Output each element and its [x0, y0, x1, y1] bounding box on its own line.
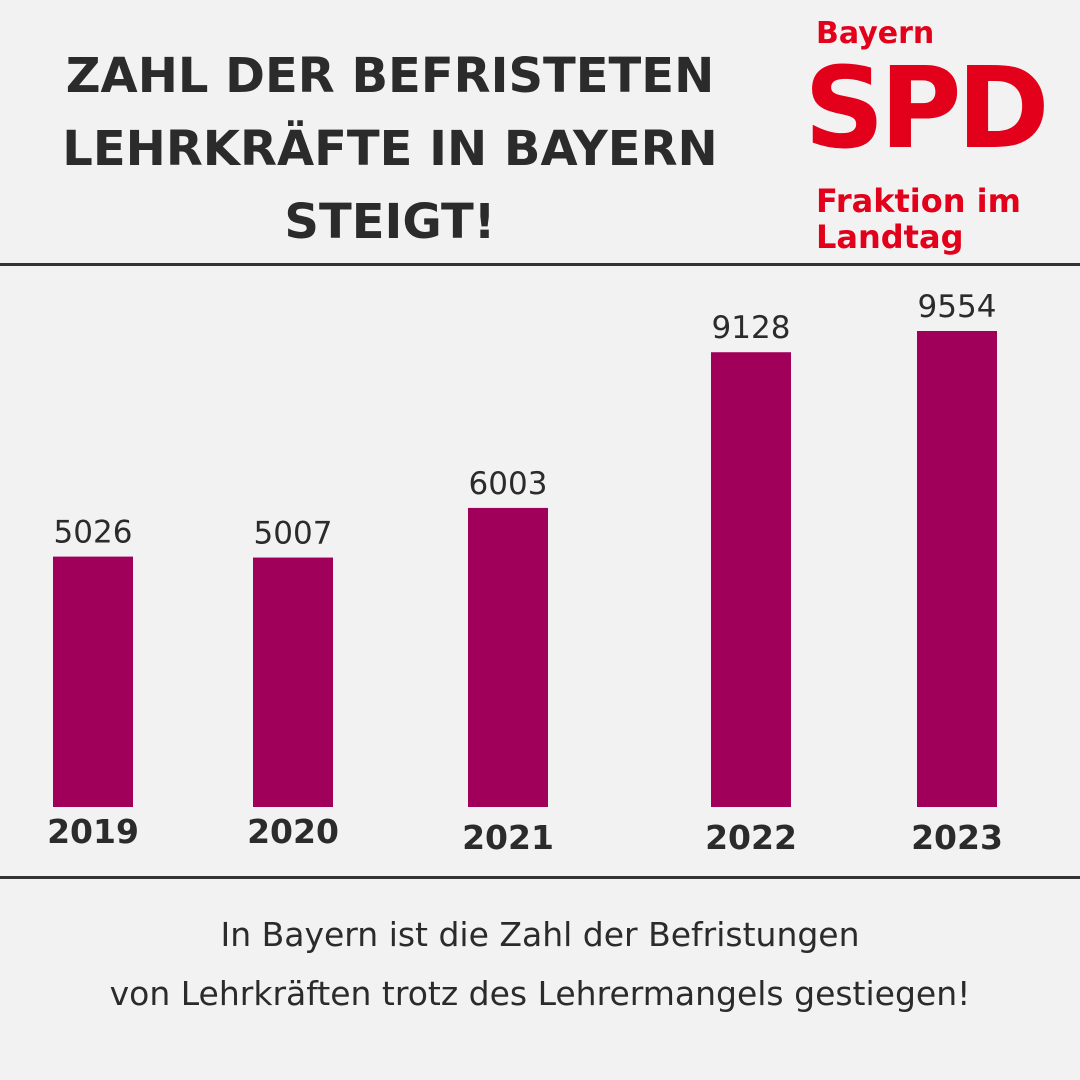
page-title: ZAHL DER BEFRISTETEN LEHRKRÄFTE IN BAYER…	[40, 40, 740, 259]
bottom-divider	[0, 876, 1080, 879]
bar-chart: 5026 2019 5007 2020 6003 2021 9128 2022 9554 2023	[47, 289, 1003, 857]
bar-2019	[53, 556, 133, 807]
bar-2021	[468, 507, 548, 807]
caption: In Bayern ist die Zahl der Befristungen …	[0, 905, 1080, 1023]
value-label-2023: 9554	[918, 289, 997, 325]
bar-2022	[711, 352, 791, 807]
logo-party: SPD	[804, 44, 1050, 174]
caption-line-2: von Lehrkräften trotz des Lehrermangels …	[109, 974, 971, 1013]
title-line-1: ZAHL DER BEFRISTETEN	[65, 48, 715, 104]
value-label-2019: 5026	[54, 515, 133, 551]
category-label-2022: 2022	[705, 818, 797, 857]
bar-group: 5026 2019 5007 2020 6003 2021 9128 2022 9554 2023	[47, 289, 1003, 857]
value-label-2020: 5007	[254, 516, 333, 552]
category-label-2023: 2023	[911, 818, 1003, 857]
logo-fraktion-line-1: Fraktion im	[816, 182, 1021, 220]
bar-2020	[253, 557, 333, 807]
top-divider	[0, 263, 1080, 266]
title-line-3: STEIGT!	[284, 194, 496, 250]
bar-2023	[917, 331, 997, 807]
caption-line-1: In Bayern ist die Zahl der Befristungen	[220, 915, 860, 954]
category-label-2020: 2020	[247, 812, 339, 851]
category-label-2021: 2021	[462, 818, 554, 857]
logo-fraktion-line-2: Landtag	[816, 218, 964, 256]
category-label-2019: 2019	[47, 812, 139, 851]
logo-region: Bayern	[816, 16, 935, 51]
value-label-2022: 9128	[712, 310, 791, 346]
logo-fraktion: Fraktion im Landtag	[816, 183, 1021, 255]
title-line-2: LEHRKRÄFTE IN BAYERN	[62, 121, 718, 177]
value-label-2021: 6003	[469, 466, 548, 502]
